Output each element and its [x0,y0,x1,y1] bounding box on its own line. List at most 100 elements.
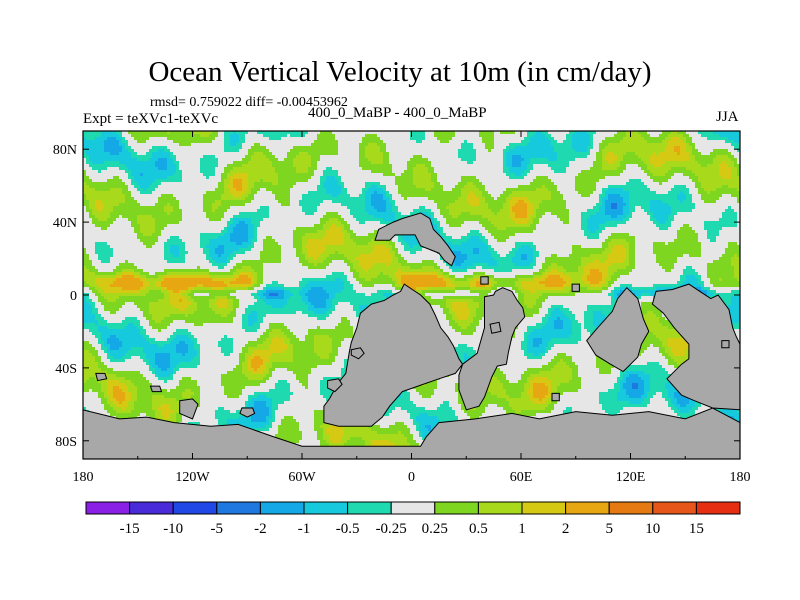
field-cell [623,137,644,140]
field-cell [137,140,146,143]
field-cell [659,152,677,155]
field-cell [527,197,551,200]
field-cell [467,200,479,203]
field-cell [215,188,224,191]
field-cell [602,167,617,170]
field-cell [233,185,242,188]
field-cell [242,320,248,323]
field-cell [341,317,347,320]
field-cell [254,269,263,272]
field-cell [86,296,89,299]
field-cell [569,290,602,293]
field-cell [722,254,734,257]
field-cell [275,335,278,338]
field-cell [680,275,686,278]
field-cell [662,140,668,143]
field-cell [209,272,233,275]
field-cell [668,359,674,362]
field-cell [149,311,194,314]
field-cell [551,314,566,317]
field-cell [266,284,284,287]
field-cell [719,308,740,311]
field-cell [533,203,539,206]
field-cell [425,425,431,428]
field-cell [131,152,137,155]
field-cell [332,344,341,347]
field-cell [263,371,269,374]
field-cell [701,290,707,293]
field-cell [95,203,104,206]
field-cell [659,320,671,323]
field-cell [197,353,200,356]
field-cell [626,251,629,254]
field-cell [359,260,392,263]
field-cell [365,152,383,155]
field-cell [485,383,503,386]
field-cell [473,317,482,320]
field-cell [728,305,740,308]
field-cell [164,254,173,257]
field-cell [371,293,383,296]
field-cell [119,338,146,341]
field-cell [254,224,260,227]
field-cell [194,131,212,134]
field-cell [83,197,86,200]
field-cell [665,350,671,353]
field-cell [308,305,314,308]
field-cell [398,188,425,191]
field-cell [83,407,86,410]
field-cell [227,185,233,188]
field-cell [269,389,290,392]
field-cell [644,371,668,374]
field-cell [605,203,611,206]
field-cell [128,350,143,353]
field-cell [668,242,701,245]
field-cell [737,410,740,413]
field-cell [395,272,437,275]
field-cell [536,215,542,218]
field-cell [248,323,254,326]
field-cell [371,251,389,254]
field-cell [293,353,317,356]
field-cell [527,326,542,329]
field-cell [692,146,695,149]
field-cell [707,236,716,239]
field-cell [131,224,140,227]
field-cell [443,308,449,311]
field-cell [275,434,302,437]
field-cell [566,362,575,365]
field-cell [458,182,467,185]
field-cell [236,131,248,134]
field-cell [413,179,431,182]
field-cell [587,218,623,221]
field-cell [515,275,533,278]
field-cell [683,272,698,275]
field-cell [545,278,563,281]
field-cell [173,305,188,308]
field-cell [269,137,281,140]
field-cell [257,314,266,317]
field-cell [590,254,608,257]
field-cell [365,185,371,188]
field-cell [581,224,587,227]
field-cell [647,362,659,365]
field-cell [650,374,671,377]
field-cell [83,278,95,281]
field-cell [449,203,470,206]
field-cell [737,188,740,191]
field-cell [320,389,338,392]
field-cell [443,296,491,299]
field-cell [131,398,137,401]
field-cell [83,302,89,305]
field-cell [554,149,575,152]
field-cell [683,173,695,176]
field-cell [245,311,251,314]
field-cell [113,407,122,410]
field-cell [500,380,509,383]
field-cell [269,335,275,338]
field-cell [143,350,176,353]
field-cell [602,242,608,245]
field-cell [269,407,272,410]
field-cell [116,416,137,419]
field-cell [488,149,491,152]
